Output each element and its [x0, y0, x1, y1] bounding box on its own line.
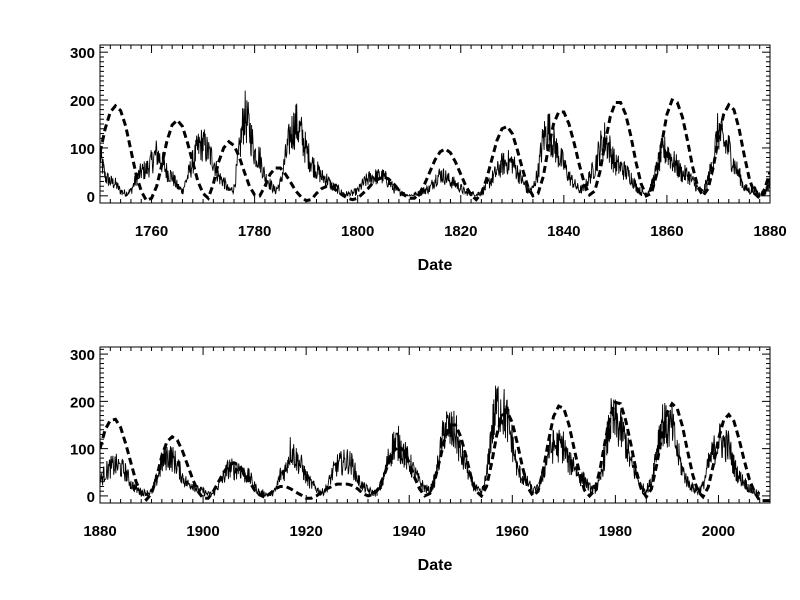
x-tick-label: 1780 — [238, 223, 271, 240]
y-tick-label: 0 — [87, 489, 95, 506]
x-axis-title: Date — [418, 257, 453, 274]
plot-frame — [99, 44, 771, 204]
y-tick-label: 200 — [70, 93, 95, 110]
x-tick-label: 1860 — [650, 223, 683, 240]
x-tick-label: 1960 — [496, 523, 529, 540]
series-group — [100, 90, 770, 203]
x-tick-label: 1800 — [341, 223, 374, 240]
y-tick-label: 300 — [70, 45, 95, 62]
x-tick-label: 1880 — [753, 223, 786, 240]
y-tick-label: 100 — [70, 442, 95, 459]
x-tick-label: 2000 — [702, 523, 735, 540]
x-tick-label: 1880 — [83, 523, 116, 540]
x-tick-label: 1980 — [599, 523, 632, 540]
x-tick-label: 1760 — [135, 223, 168, 240]
chart-panel-1: 1760 1780 1800 1820 1840 1860 1880 0 100 200 300 Da… — [70, 44, 787, 274]
x-tick-label: 1840 — [547, 223, 580, 240]
y-tick-label: 100 — [70, 141, 95, 158]
y-tick-label: 300 — [70, 347, 95, 364]
series-group — [100, 385, 770, 503]
cycle-fit-dashed-line — [100, 98, 770, 203]
y-tick-label: 200 — [70, 394, 95, 411]
y-tick-label: 0 — [87, 189, 95, 206]
chart-panel-2: 1880 1900 1920 1940 1960 1980 2000 0 100 200 300 Da… — [70, 346, 771, 574]
x-tick-label: 1820 — [444, 223, 477, 240]
monthly-sunspot-line — [100, 90, 770, 198]
x-tick-label: 1940 — [393, 523, 426, 540]
x-tick-label: 1920 — [289, 523, 322, 540]
cycle-fit-dashed-line — [100, 400, 770, 503]
x-tick-label: 1900 — [186, 523, 219, 540]
x-axis-title: Date — [418, 557, 453, 574]
monthly-sunspot-line — [100, 385, 761, 498]
